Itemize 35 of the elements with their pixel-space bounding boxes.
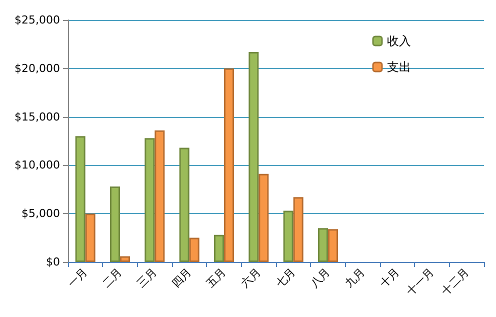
x-tick-label: 一月 (65, 265, 90, 290)
bar (318, 228, 328, 262)
bar (120, 256, 130, 262)
x-tick-label: 九月 (342, 265, 368, 290)
x-tick-label: 七月 (273, 265, 298, 290)
bar (189, 238, 200, 262)
y-tick-label: $5,000 (22, 207, 60, 220)
y-tick-label: $25,000 (14, 14, 60, 26)
bar (144, 138, 155, 262)
x-tick-label: 十一月 (404, 265, 437, 298)
bar (293, 197, 304, 262)
bar (283, 210, 294, 262)
bar (85, 214, 96, 262)
bar (214, 234, 224, 262)
bar (248, 52, 259, 262)
x-tick-label: 二月 (100, 265, 125, 290)
x-tick-label: 三月 (134, 265, 160, 290)
y-tick-label: $10,000 (14, 158, 60, 172)
x-tick-label: 十月 (377, 265, 402, 290)
bar (154, 130, 165, 262)
bar (179, 148, 190, 262)
x-tick-label: 五月 (204, 265, 229, 290)
y-tick-label: $20,000 (14, 62, 60, 75)
x-tick-label: 四月 (169, 265, 194, 290)
bar (110, 186, 120, 262)
bar (75, 136, 86, 262)
x-tick-label: 十二月 (438, 265, 472, 298)
y-tick-label: $0 (46, 256, 60, 268)
bar (328, 229, 338, 262)
bar (258, 174, 269, 262)
x-tick-label: 六月 (238, 265, 264, 290)
bar (224, 68, 234, 262)
y-tick-label: $15,000 (14, 110, 60, 124)
legend-label: 收入 (387, 34, 411, 48)
x-tick-label: 八月 (308, 265, 333, 290)
